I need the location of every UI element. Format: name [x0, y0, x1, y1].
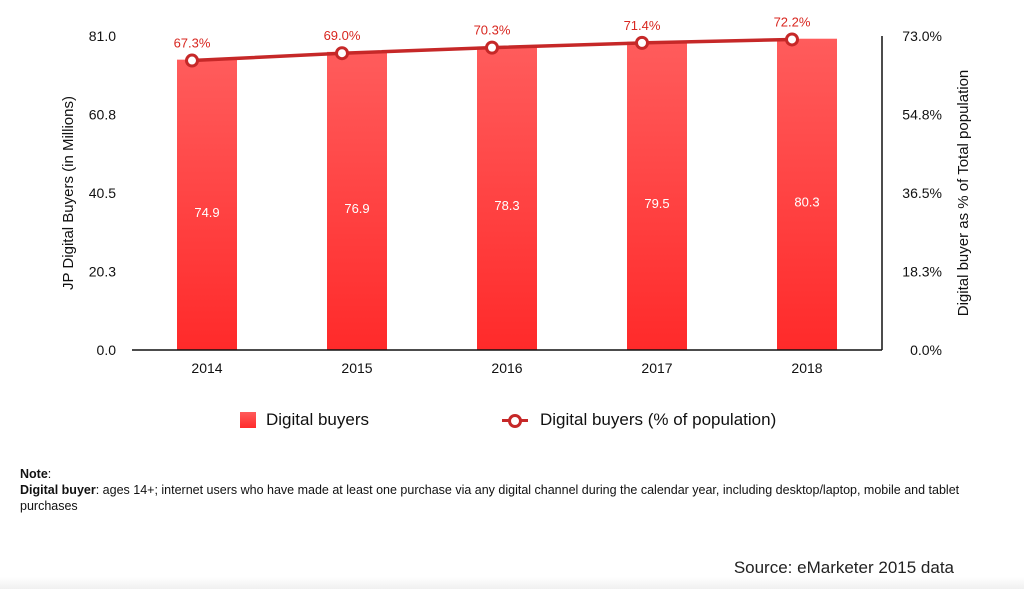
y2-tick-label: 54.8% [902, 107, 942, 123]
bar-2016 [477, 46, 537, 350]
bar-label-2017: 79.5 [644, 196, 669, 211]
legend-label-digital-buyers-percent: Digital buyers (% of population) [540, 410, 777, 429]
line-label-2017: 71.4% [624, 18, 661, 33]
y-tick-label: 81.0 [89, 28, 116, 44]
source-text: Source: eMarketer 2015 data [733, 558, 954, 577]
x-tick-label-2016: 2016 [491, 360, 522, 376]
line-point-2018 [785, 32, 799, 47]
x-tick-label-2014: 2014 [191, 360, 222, 376]
y2-tick-label: 0.0% [910, 342, 942, 358]
legend: Digital buyers Digital buyers (% of popu… [0, 410, 1024, 434]
line-label-2015: 69.0% [324, 28, 361, 43]
y2-axis-label: Digital buyer as % of Total population [955, 70, 972, 317]
legend-item-digital-buyers-percent: Digital buyers (% of population) [502, 410, 776, 430]
note-term: Digital buyer [20, 483, 96, 497]
line-point-2015 [335, 46, 349, 61]
line-label-2016: 70.3% [474, 23, 511, 38]
line-point-2016 [485, 40, 499, 55]
y-axis-label: JP Digital Buyers (in Millions) [60, 96, 77, 290]
legend-item-digital-buyers: Digital buyers [240, 410, 369, 430]
line-point-2014 [185, 53, 199, 68]
y2-tick-label: 73.0% [902, 28, 942, 44]
line-label-2018: 72.2% [774, 14, 811, 29]
y-tick-label: 20.3 [89, 264, 116, 280]
y2-tick-label: 18.3% [902, 264, 942, 280]
note-text: : ages 14+; internet users who have made… [20, 483, 960, 513]
x-tick-label-2018: 2018 [791, 360, 822, 376]
bar-2014 [177, 59, 237, 350]
chart: 74.9 76.9 78.3 79.5 80.3 0.0 20.3 40.5 60.8 81.0… [60, 14, 972, 376]
footer-fade [0, 577, 1024, 589]
x-tick-label-2017: 2017 [641, 360, 672, 376]
bar-label-2015: 76.9 [344, 201, 369, 216]
bar-2018 [777, 38, 837, 350]
line-point-2017 [635, 35, 649, 50]
note-title: Note [20, 467, 48, 481]
bar-label-2018: 80.3 [794, 194, 819, 209]
y-tick-label: 40.5 [89, 185, 116, 201]
bar-label-2016: 78.3 [494, 198, 519, 213]
line-label-2014: 67.3% [174, 36, 211, 51]
note: Note: Digital buyer: ages 14+; internet … [20, 467, 960, 513]
bar-swatch-icon [240, 412, 256, 428]
bar-label-2014: 74.9 [194, 205, 219, 220]
y2-tick-label: 36.5% [902, 185, 942, 201]
y-tick-label: 0.0 [97, 342, 117, 358]
y-tick-label: 60.8 [89, 107, 116, 123]
legend-label-digital-buyers: Digital buyers [266, 410, 369, 429]
bar-2017 [627, 41, 687, 350]
bar-2015 [327, 51, 387, 350]
x-tick-label-2015: 2015 [341, 360, 372, 376]
line-marker-icon [502, 412, 528, 428]
